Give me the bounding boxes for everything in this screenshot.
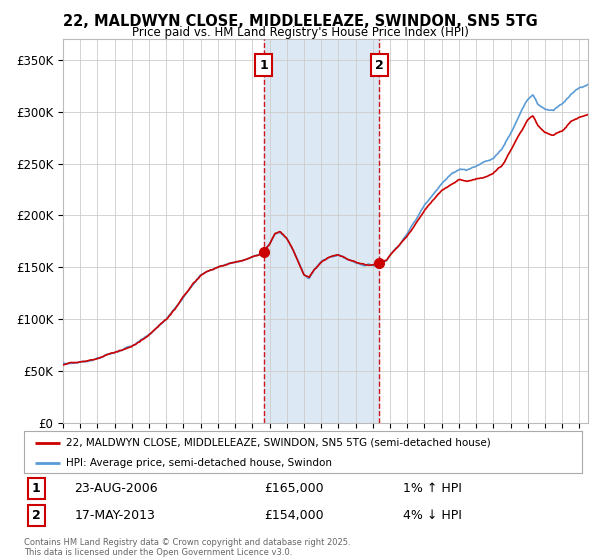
Text: 17-MAY-2013: 17-MAY-2013 <box>74 508 155 522</box>
Bar <box>263 39 379 423</box>
Text: 22, MALDWYN CLOSE, MIDDLELEAZE, SWINDON, SN5 5TG: 22, MALDWYN CLOSE, MIDDLELEAZE, SWINDON,… <box>62 14 538 29</box>
Text: £154,000: £154,000 <box>264 508 323 522</box>
Text: £165,000: £165,000 <box>264 482 323 495</box>
Text: 23-AUG-2006: 23-AUG-2006 <box>74 482 158 495</box>
Text: 1: 1 <box>259 59 268 72</box>
Text: 4% ↓ HPI: 4% ↓ HPI <box>403 508 463 522</box>
Text: Contains HM Land Registry data © Crown copyright and database right 2025.
This d: Contains HM Land Registry data © Crown c… <box>24 538 350 557</box>
Text: 1% ↑ HPI: 1% ↑ HPI <box>403 482 463 495</box>
Text: HPI: Average price, semi-detached house, Swindon: HPI: Average price, semi-detached house,… <box>66 458 332 468</box>
Text: 1: 1 <box>32 482 41 495</box>
Text: 2: 2 <box>375 59 384 72</box>
Text: 2: 2 <box>32 508 41 522</box>
Text: Price paid vs. HM Land Registry's House Price Index (HPI): Price paid vs. HM Land Registry's House … <box>131 26 469 39</box>
Text: 22, MALDWYN CLOSE, MIDDLELEAZE, SWINDON, SN5 5TG (semi-detached house): 22, MALDWYN CLOSE, MIDDLELEAZE, SWINDON,… <box>66 438 491 448</box>
